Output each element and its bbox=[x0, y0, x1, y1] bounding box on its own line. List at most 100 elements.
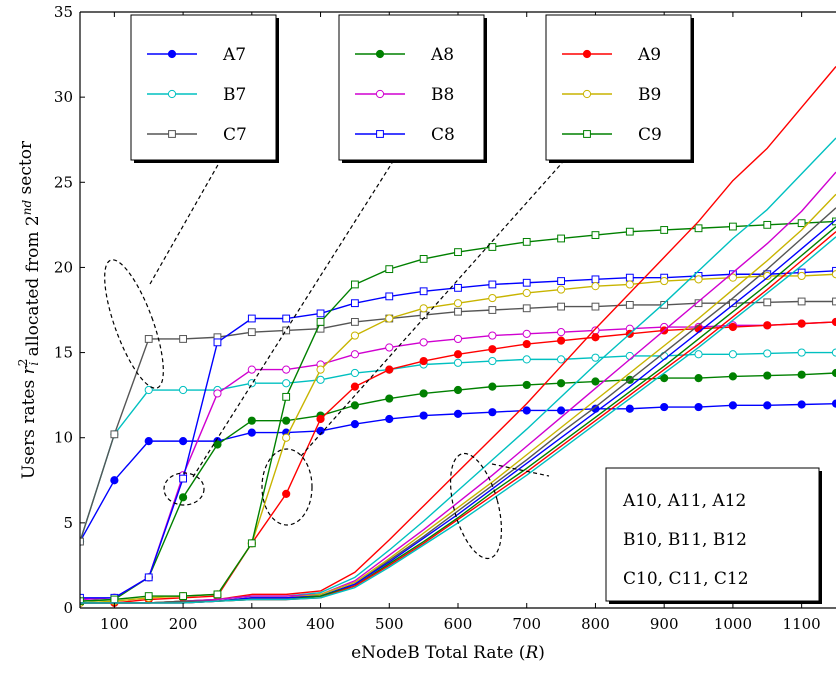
point-c9-600 bbox=[454, 248, 462, 257]
point-b7-450 bbox=[350, 368, 360, 378]
point-a7-750 bbox=[556, 406, 566, 415]
point-c8-500 bbox=[385, 292, 394, 301]
point-c9-200 bbox=[179, 592, 187, 600]
point-c8-350 bbox=[282, 314, 291, 323]
y-tick-label-5: 5 bbox=[63, 514, 73, 532]
x-tick-label-900: 900 bbox=[650, 615, 679, 633]
legend-label-a8: A8 bbox=[430, 45, 454, 65]
point-c8-200 bbox=[179, 474, 187, 483]
x-tick-label-1100: 1100 bbox=[783, 615, 821, 633]
point-c7-650 bbox=[488, 306, 497, 314]
point-c9-100 bbox=[110, 595, 119, 604]
x-tick-label-600: 600 bbox=[444, 615, 473, 633]
point-b8-350 bbox=[282, 365, 291, 374]
legend-label-c7: C7 bbox=[223, 125, 247, 145]
point-a7-600 bbox=[453, 409, 463, 418]
point-a8-650 bbox=[488, 382, 497, 391]
point-c9-700 bbox=[522, 237, 531, 246]
point-b9-450 bbox=[350, 331, 360, 340]
ellipse-group-9 bbox=[261, 448, 313, 526]
point-a7-1000 bbox=[728, 401, 738, 410]
annotation-line-1: A10, A11, A12 bbox=[622, 491, 746, 511]
legend-marker-c9 bbox=[583, 130, 591, 138]
point-b9-1100 bbox=[797, 271, 806, 281]
point-c8-850 bbox=[625, 273, 634, 282]
point-a8-1050 bbox=[763, 371, 772, 380]
point-c9-750 bbox=[557, 234, 565, 243]
point-b7-750 bbox=[556, 355, 566, 364]
point-c7-850 bbox=[625, 300, 634, 309]
leader-line-9 bbox=[300, 162, 563, 457]
point-b7-1100 bbox=[797, 348, 806, 357]
point-a9-700 bbox=[522, 339, 531, 349]
legend-marker-b8 bbox=[375, 89, 385, 99]
x-tick-label-700: 700 bbox=[512, 615, 541, 633]
point-b9-500 bbox=[385, 314, 394, 323]
legend-marker-a7 bbox=[167, 49, 177, 59]
legend-label-b8: B8 bbox=[431, 85, 454, 105]
point-c9-450 bbox=[351, 280, 359, 289]
point-c7-800 bbox=[591, 302, 600, 311]
point-c9-400 bbox=[316, 318, 325, 326]
x-tick-label-100: 100 bbox=[100, 615, 129, 633]
point-a8-200 bbox=[178, 493, 188, 502]
x-tick-label-500: 500 bbox=[375, 615, 404, 633]
point-c7-950 bbox=[694, 299, 703, 308]
point-c8-700 bbox=[522, 278, 531, 287]
point-c9-950 bbox=[694, 224, 703, 233]
point-b9-350 bbox=[282, 433, 291, 442]
point-c9-50 bbox=[80, 597, 84, 606]
point-b9-700 bbox=[522, 288, 531, 298]
point-a8-250 bbox=[213, 440, 222, 449]
point-a8-900 bbox=[660, 374, 669, 383]
x-tick-label-200: 200 bbox=[169, 615, 198, 633]
point-b7-1150 bbox=[831, 348, 836, 357]
point-b9-600 bbox=[453, 299, 463, 308]
overlay-layer bbox=[104, 162, 563, 560]
point-c9-350 bbox=[282, 392, 291, 401]
point-c9-650 bbox=[488, 243, 497, 251]
point-a7-1150 bbox=[831, 399, 836, 408]
point-a8-1100 bbox=[797, 370, 806, 379]
point-c8-450 bbox=[351, 299, 359, 308]
point-c9-850 bbox=[625, 227, 634, 236]
point-a8-950 bbox=[694, 374, 703, 383]
legend-frame bbox=[545, 14, 692, 161]
point-a7-650 bbox=[488, 408, 497, 417]
point-c8-650 bbox=[488, 280, 497, 289]
ellipse-group-7 bbox=[104, 259, 164, 389]
point-a7-700 bbox=[522, 406, 531, 415]
point-c8-600 bbox=[454, 283, 462, 292]
point-a8-500 bbox=[385, 394, 394, 403]
point-c9-550 bbox=[419, 255, 428, 263]
point-b9-900 bbox=[660, 276, 669, 286]
series-line-a12 bbox=[80, 171, 836, 604]
point-c9-300 bbox=[247, 539, 256, 548]
point-a9-1100 bbox=[797, 319, 806, 328]
legend-box-7: A7 B7 C7 bbox=[130, 14, 279, 163]
point-a7-100 bbox=[110, 476, 119, 485]
point-c7-150 bbox=[144, 335, 153, 343]
point-a7-1100 bbox=[797, 400, 806, 409]
point-a7-850 bbox=[625, 404, 634, 413]
point-c7-750 bbox=[557, 302, 565, 311]
y-tick-label-0: 0 bbox=[63, 599, 73, 617]
point-a9-400 bbox=[316, 414, 325, 424]
point-b7-650 bbox=[488, 356, 497, 366]
point-a9-1050 bbox=[763, 321, 772, 330]
point-b7-350 bbox=[282, 379, 291, 388]
point-b8-450 bbox=[350, 350, 360, 359]
point-b7-150 bbox=[144, 385, 153, 395]
ellipse-group-8 bbox=[163, 472, 205, 506]
legend-label-c8: C8 bbox=[431, 125, 455, 145]
point-c9-150 bbox=[144, 592, 153, 600]
point-c7-600 bbox=[454, 307, 462, 316]
point-a7-300 bbox=[247, 428, 256, 437]
point-a8-750 bbox=[556, 379, 566, 388]
point-a8-800 bbox=[591, 377, 600, 386]
point-b8-300 bbox=[247, 365, 256, 374]
point-a8-350 bbox=[282, 416, 291, 425]
x-axis-label: eNodeB Total Rate (R) bbox=[351, 643, 545, 663]
point-b9-1050 bbox=[763, 271, 772, 281]
point-b8-600 bbox=[453, 334, 463, 344]
